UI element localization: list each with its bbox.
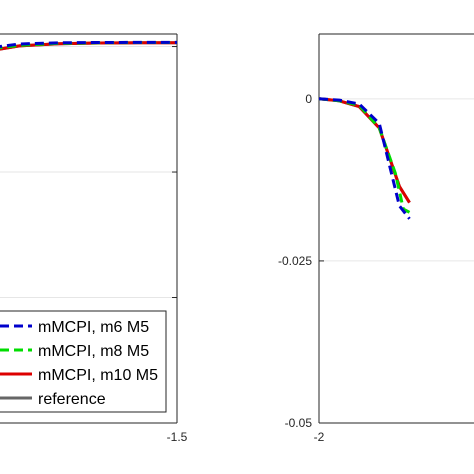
legend-label: mMCPI, m6 M5 — [38, 319, 149, 336]
legend-box — [0, 310, 167, 413]
y-tick-label: 0 — [305, 92, 312, 106]
legend: mMCPI, m6 M5 mMCPI, m8 M5 mMCPI, m10 M5 ref… — [0, 310, 167, 413]
legend-label: mMCPI, m10 M5 — [38, 367, 158, 384]
series-line-mmcpi-m6-m5 — [0, 40, 177, 48]
y-tick-label: -0.025 — [278, 254, 312, 268]
right-chart-panel: -2 0 -0.025 -0.05 — [278, 33, 474, 444]
series-line-mmcpi-m6-m5 — [318, 97, 411, 220]
y-tick-label: -0.05 — [285, 416, 313, 430]
left-chart-panel: -1.5 mMCPI, m6 M5 mMCPI, m8 M5 mMCPI, m10 M… — [0, 33, 188, 444]
legend-label: reference — [38, 391, 106, 408]
x-tick-label: -1.5 — [167, 430, 188, 444]
x-tick-label: -2 — [314, 430, 325, 444]
legend-label: mMCPI, m8 M5 — [38, 343, 149, 360]
